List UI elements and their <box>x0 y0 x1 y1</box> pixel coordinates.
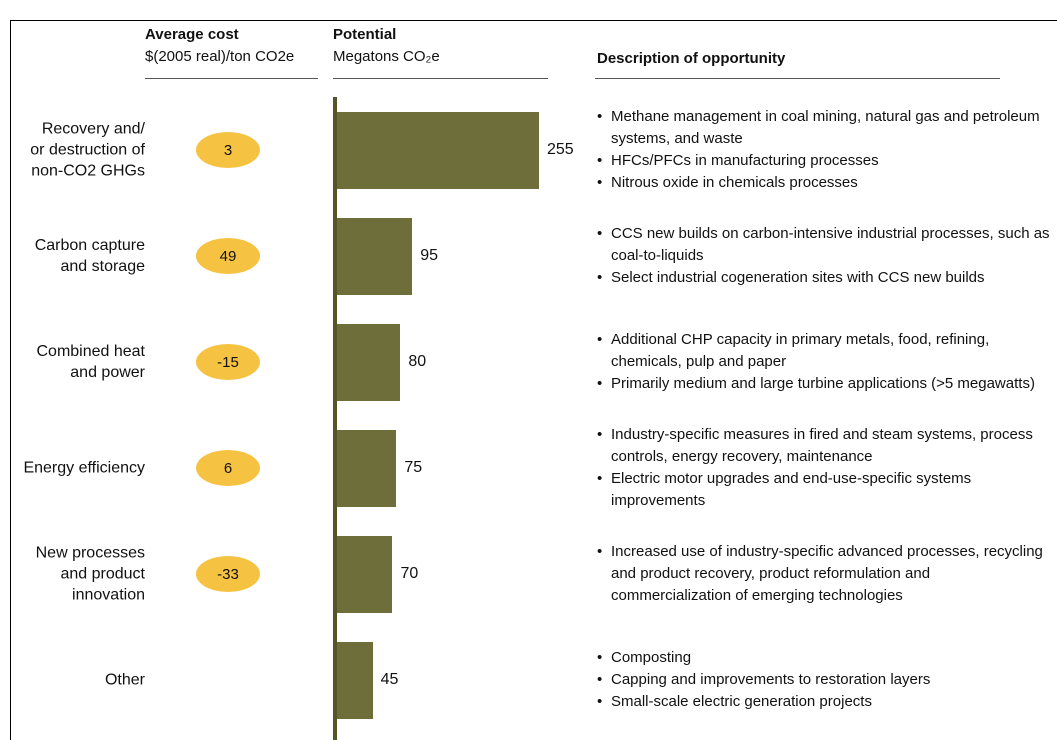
bar <box>337 217 413 295</box>
bar <box>337 641 373 719</box>
bar <box>337 429 397 507</box>
bullet: Nitrous oxide in chemicals processes <box>597 172 1052 194</box>
description: Increased use of industry-specific advan… <box>597 541 1052 607</box>
bar <box>337 535 393 613</box>
bullet: Electric motor upgrades and end-use-spec… <box>597 468 1052 512</box>
value-label: 95 <box>420 247 439 264</box>
cost-unit: $(2005 real)/ton CO2e <box>145 48 295 65</box>
bullet: Industry-specific measures in fired and … <box>597 424 1052 468</box>
bullet: Methane management in coal mining, natur… <box>597 106 1052 150</box>
bullet: Select industrial cogeneration sites wit… <box>597 267 1052 289</box>
cost-rule <box>145 78 318 79</box>
value-label: 80 <box>408 353 427 370</box>
bullet: Composting <box>597 647 1052 669</box>
bullet: Primarily medium and large turbine appli… <box>597 373 1052 395</box>
description: Methane management in coal mining, natur… <box>597 106 1052 194</box>
description: CompostingCapping and improvements to re… <box>597 647 1052 713</box>
bar <box>337 111 539 189</box>
description-rule <box>595 78 1000 79</box>
bullet: CCS new builds on carbon-intensive indus… <box>597 223 1052 267</box>
value-label: 75 <box>404 459 423 476</box>
frame-left <box>10 20 11 740</box>
cost-bubble: 6 <box>196 450 260 486</box>
row-label: Recovery and/ or destruction of non-CO2 … <box>30 120 145 180</box>
bar <box>337 323 401 401</box>
row-label: New processes and product innovation <box>35 544 145 604</box>
description: Additional CHP capacity in primary metal… <box>597 329 1052 395</box>
description: Industry-specific measures in fired and … <box>597 424 1052 512</box>
value-label: 255 <box>547 141 574 158</box>
value-unit: Megatons CO₂e <box>333 48 440 65</box>
value-rule <box>333 78 548 79</box>
row-label: Combined heat and power <box>36 343 145 381</box>
bullet: Increased use of industry-specific advan… <box>597 541 1052 607</box>
bullet: HFCs/PFCs in manufacturing processes <box>597 150 1052 172</box>
bullet: Additional CHP capacity in primary metal… <box>597 329 1052 373</box>
frame-top <box>10 20 1057 21</box>
cost-header: Average cost <box>145 26 239 43</box>
description: CCS new builds on carbon-intensive indus… <box>597 223 1052 289</box>
value-header: Potential <box>333 26 397 43</box>
cost-bubble: 49 <box>196 238 260 274</box>
cost-bubble: -15 <box>196 344 260 380</box>
bullet: Capping and improvements to restoration … <box>597 669 1052 691</box>
cost-bubble: 3 <box>196 132 260 168</box>
description-header: Description of opportunity <box>597 50 786 67</box>
row-label: Other <box>104 671 145 689</box>
bar-axis <box>333 97 337 740</box>
value-label: 45 <box>380 671 399 688</box>
value-label: 70 <box>400 565 419 582</box>
row-label: Energy efficiency <box>23 459 145 477</box>
cost-bubble: -33 <box>196 556 260 592</box>
row-label: Carbon capture and storage <box>34 237 145 275</box>
bullet: Small-scale electric generation projects <box>597 691 1052 713</box>
